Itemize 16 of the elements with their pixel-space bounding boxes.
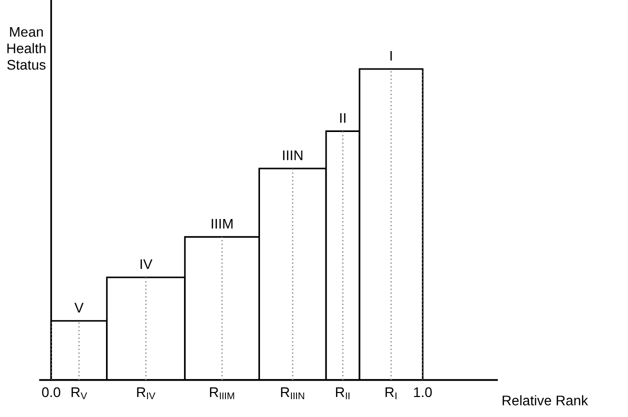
x-tick-label: R$_{IV}$ [137,387,156,400]
annotation: IIIM [212,218,232,229]
y-axis-title: Mean Health Status [7,27,46,70]
x-tick-label: R$_{IIIM}$ [210,387,234,400]
x-axis-title: Relative Rank [502,395,588,406]
annotation: I [390,51,392,61]
annotation: V [74,302,84,312]
annotation: II [340,113,346,123]
x-tick-label: R$_{I}$ [386,387,396,400]
x-tick-label: R$_{IIIN}$ [281,387,304,400]
x-tick-label: 0.0 [42,387,60,398]
x-tick-label: R$_{V}$ [72,387,88,400]
x-tick-label: 1.0 [414,387,432,398]
x-tick-label: R$_{II}$ [336,387,350,400]
annotation: IIIN [283,150,302,160]
annotation: IV [140,259,152,269]
